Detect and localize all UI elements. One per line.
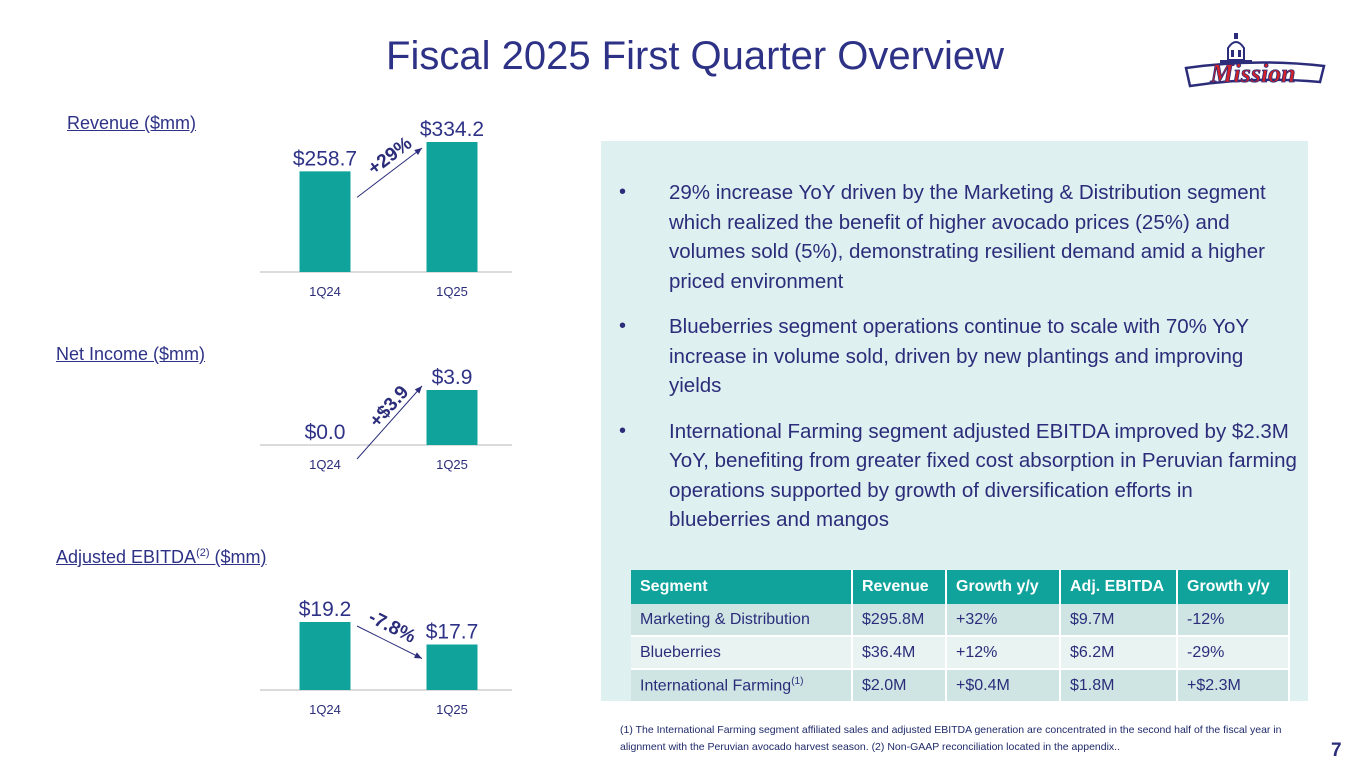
data-label: $258.7 xyxy=(293,147,357,170)
data-label: $19.2 xyxy=(299,598,352,621)
net-income-chart: $0.0 1Q24 $3.9 1Q25 +$3.9 xyxy=(250,362,520,487)
header-revenue: Revenue xyxy=(852,570,947,604)
bar-1q25 xyxy=(426,142,478,272)
segment-table-header: Segment Revenue Growth y/y Adj. EBITDA G… xyxy=(631,570,1290,604)
bar-1q24 xyxy=(299,171,351,272)
net-income-chart-label: Net Income ($mm) xyxy=(56,344,206,364)
growth-arrow-line xyxy=(356,385,423,460)
cell-revenue: $295.8M xyxy=(852,604,947,637)
cell-revenue-growth: +$0.4M xyxy=(946,669,1061,703)
cell-adj-ebitda: $1.8M xyxy=(1060,669,1178,703)
header-segment: Segment xyxy=(631,570,853,604)
data-label: $17.7 xyxy=(426,621,479,644)
tick-label: 1Q24 xyxy=(309,284,341,299)
table-row: International Farming(1) $2.0M +$0.4M $1… xyxy=(631,669,1290,703)
header-ebitda-growth: Growth y/y xyxy=(1177,570,1290,604)
adjusted-ebitda-chart-label: Adjusted EBITDA(2) ($mm) xyxy=(56,547,267,567)
cell-ebitda-growth: +$2.3M xyxy=(1177,669,1290,703)
growth-arrow-line xyxy=(356,625,423,659)
tick-label: 1Q25 xyxy=(436,284,468,299)
bar-1q25 xyxy=(426,644,478,690)
page-title: Fiscal 2025 First Quarter Overview xyxy=(386,34,1004,78)
tick-label: 1Q24 xyxy=(309,457,341,472)
growth-annotation: +$3.9 xyxy=(366,382,414,432)
bullet-blueberries: Blueberries segment operations continue … xyxy=(619,312,1299,401)
cell-revenue-growth: +12% xyxy=(946,636,1061,670)
table-row: Blueberries $36.4M +12% $6.2M -29% xyxy=(631,636,1290,670)
mission-logo: Mission xyxy=(1180,30,1330,96)
cell-ebitda-growth: -12% xyxy=(1177,604,1290,637)
cell-ebitda-growth: -29% xyxy=(1177,636,1290,670)
data-label: $3.9 xyxy=(432,366,473,389)
adjusted-ebitda-chart: $19.2 1Q24 $17.7 1Q25 -7.8% xyxy=(250,590,520,730)
bar-1q25 xyxy=(426,390,478,445)
data-label: $0.0 xyxy=(305,421,346,444)
table-row: Marketing & Distribution $295.8M +32% $9… xyxy=(631,604,1290,637)
tick-label: 1Q25 xyxy=(436,457,468,472)
mission-logo-graphic: Mission xyxy=(1184,33,1326,88)
commentary-bullets: 29% increase YoY driven by the Marketing… xyxy=(619,178,1299,551)
tick-label: 1Q25 xyxy=(436,702,468,717)
bar-1q24 xyxy=(299,622,351,690)
header-revenue-growth: Growth y/y xyxy=(946,570,1061,604)
cell-segment: Blueberries xyxy=(631,636,853,670)
cell-revenue-growth: +32% xyxy=(946,604,1061,637)
growth-arrow-line xyxy=(356,147,423,198)
page-number: 7 xyxy=(1331,740,1342,761)
growth-annotation: -7.8% xyxy=(365,607,419,648)
footnote: (1) The International Farming segment af… xyxy=(620,724,1282,753)
cell-adj-ebitda: $6.2M xyxy=(1060,636,1178,670)
bullet-revenue: 29% increase YoY driven by the Marketing… xyxy=(619,178,1299,296)
tick-label: 1Q24 xyxy=(309,702,341,717)
cell-segment: Marketing & Distribution xyxy=(631,604,853,637)
growth-arrow-head xyxy=(414,652,422,659)
segment-table: Segment Revenue Growth y/y Adj. EBITDA G… xyxy=(631,570,1290,703)
cell-adj-ebitda: $9.7M xyxy=(1060,604,1178,637)
cell-revenue: $36.4M xyxy=(852,636,947,670)
cell-segment: International Farming(1) xyxy=(631,669,853,703)
data-label: $334.2 xyxy=(420,118,484,141)
mission-logo-text: Mission xyxy=(1209,59,1295,88)
bullet-international-farming: International Farming segment adjusted E… xyxy=(619,417,1299,535)
cell-revenue: $2.0M xyxy=(852,669,947,703)
revenue-chart: $258.7 1Q24 $334.2 1Q25 +29% xyxy=(250,110,520,310)
growth-arrow-head xyxy=(414,148,422,155)
revenue-chart-label: Revenue ($mm) xyxy=(67,113,197,133)
header-adj-ebitda: Adj. EBITDA xyxy=(1060,570,1178,604)
growth-arrow-head xyxy=(414,386,422,394)
